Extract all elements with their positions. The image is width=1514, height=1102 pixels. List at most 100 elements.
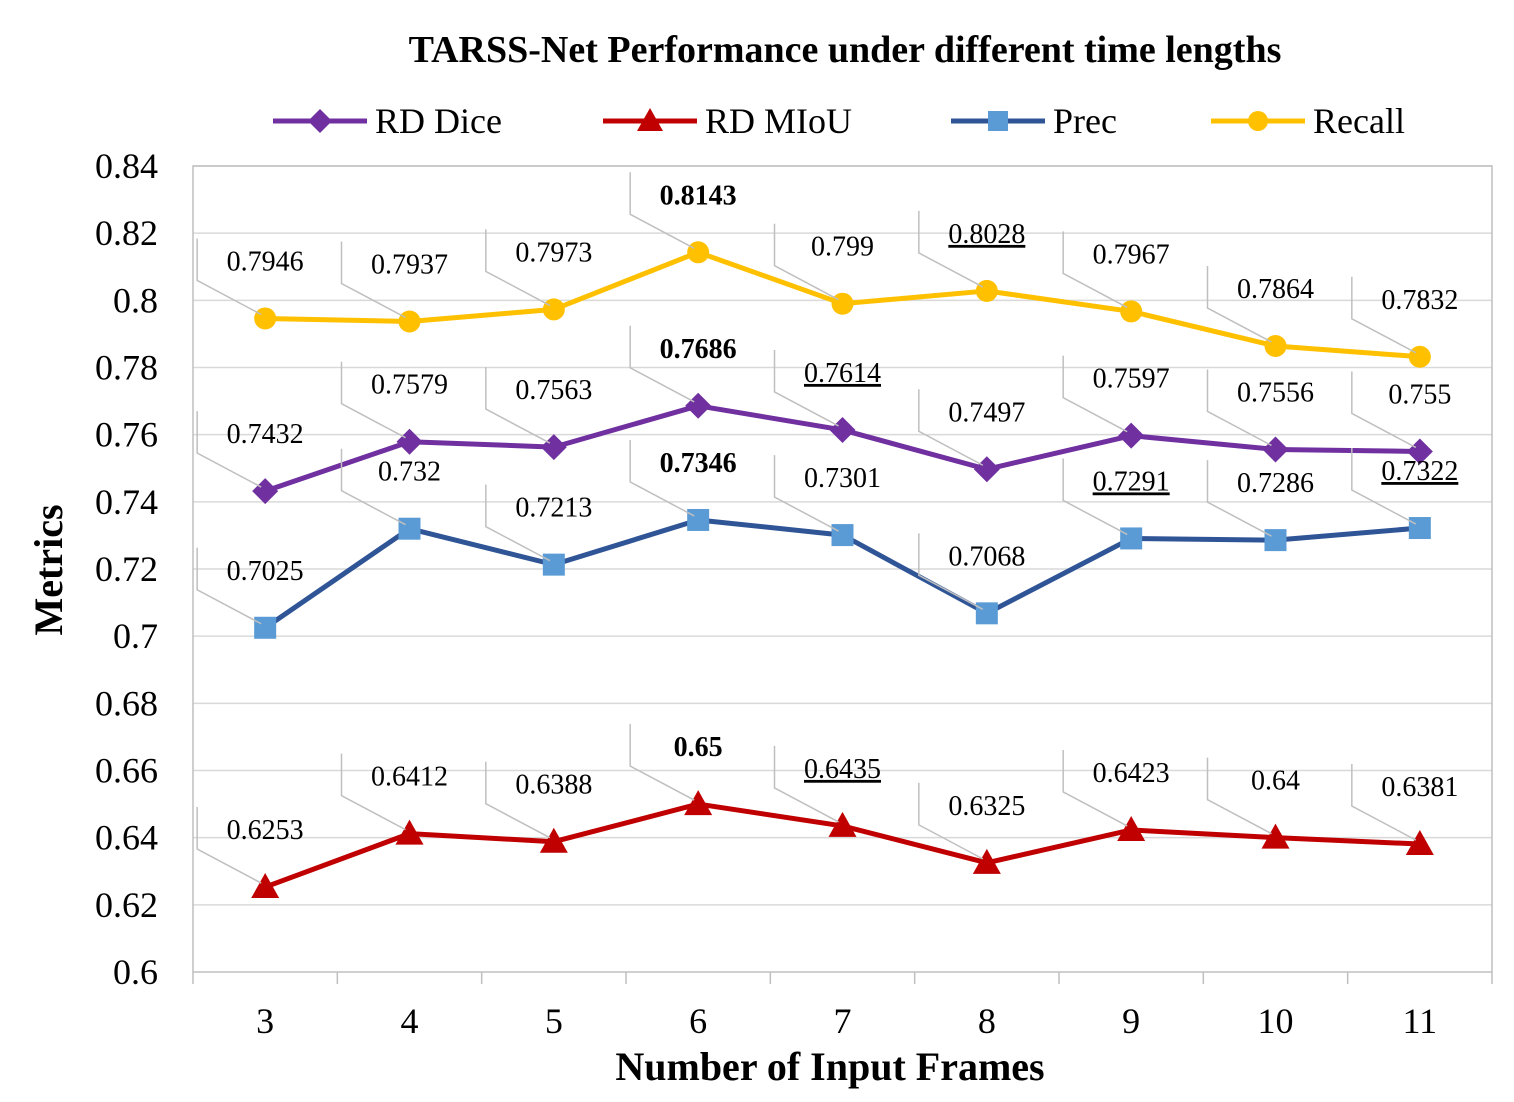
callout-line xyxy=(340,448,406,526)
callout-line xyxy=(340,241,406,319)
data-point-marker xyxy=(542,553,565,576)
callout-line xyxy=(340,361,406,439)
x-tick-label: 5 xyxy=(545,1001,563,1041)
callout-line xyxy=(1351,764,1417,841)
callout-line xyxy=(918,389,984,466)
callout-line xyxy=(1062,749,1128,827)
data-label: 0.7213 xyxy=(515,493,592,524)
callout-line xyxy=(918,533,984,610)
data-point-marker xyxy=(398,310,421,333)
data-label: 0.7597 xyxy=(1093,364,1170,395)
data-point-marker xyxy=(975,279,998,302)
data-label: 0.7614 xyxy=(804,358,881,389)
data-label: 0.6435 xyxy=(804,754,881,785)
x-tick-label: 4 xyxy=(401,1001,419,1041)
data-label: 0.755 xyxy=(1388,379,1451,410)
data-label: 0.8143 xyxy=(660,180,737,211)
callout-line xyxy=(918,782,984,860)
legend-item: Recall xyxy=(1211,101,1405,141)
data-label: 0.8028 xyxy=(948,219,1025,250)
y-tick-label: 0.64 xyxy=(95,818,158,858)
data-label: 0.7025 xyxy=(227,556,304,587)
data-label: 0.799 xyxy=(811,232,874,263)
data-label: 0.7864 xyxy=(1237,274,1314,305)
data-point-marker xyxy=(687,241,710,264)
data-point-marker xyxy=(1264,335,1287,358)
data-point-marker xyxy=(1262,436,1289,463)
x-tick-label: 9 xyxy=(1122,1001,1140,1041)
data-label: 0.7497 xyxy=(948,397,1025,428)
legend-marker xyxy=(988,111,1008,131)
data-point-marker xyxy=(1117,815,1146,841)
y-tick-label: 0.84 xyxy=(95,146,158,186)
callout-line xyxy=(773,455,839,532)
data-point-marker xyxy=(831,292,854,315)
x-tick-label: 6 xyxy=(689,1001,707,1041)
callout-line xyxy=(1206,369,1272,447)
callout-line xyxy=(340,753,406,831)
legend-marker xyxy=(1248,111,1268,131)
data-point-marker xyxy=(829,416,856,443)
callout-line xyxy=(1062,231,1128,309)
data-point-marker xyxy=(251,873,280,899)
callout-line xyxy=(485,367,551,444)
data-label: 0.7556 xyxy=(1237,377,1314,408)
callout-line xyxy=(1206,757,1272,835)
callout-line xyxy=(773,349,839,427)
data-label: 0.7937 xyxy=(371,249,448,280)
y-tick-label: 0.66 xyxy=(95,751,158,791)
callout-line xyxy=(1351,371,1417,449)
legend-label: Prec xyxy=(1053,101,1117,141)
callout-line xyxy=(485,761,551,839)
data-point-marker xyxy=(540,434,567,461)
data-label: 0.64 xyxy=(1251,766,1300,797)
data-label: 0.6388 xyxy=(515,770,592,801)
data-label: 0.7563 xyxy=(515,375,592,406)
data-label: 0.7579 xyxy=(371,370,448,401)
callout-line xyxy=(196,807,262,884)
data-label: 0.6325 xyxy=(948,791,1025,822)
y-tick-label: 0.8 xyxy=(113,280,158,320)
legend-marker xyxy=(308,109,332,133)
data-point-marker xyxy=(1406,438,1433,465)
data-label: 0.6423 xyxy=(1093,758,1170,789)
legend-label: Recall xyxy=(1313,101,1405,141)
y-tick-label: 0.72 xyxy=(95,549,158,589)
data-label: 0.7432 xyxy=(227,419,304,450)
data-label: 0.7286 xyxy=(1237,468,1314,499)
data-point-marker xyxy=(1405,830,1434,856)
y-axis-label: Metrics xyxy=(26,504,71,635)
y-tick-label: 0.82 xyxy=(95,213,158,253)
data-point-marker xyxy=(254,307,277,330)
y-tick-label: 0.68 xyxy=(95,683,158,723)
callout-line xyxy=(1062,458,1128,536)
data-point-marker xyxy=(539,827,568,853)
y-tick-label: 0.76 xyxy=(95,415,158,455)
y-tick-label: 0.78 xyxy=(95,348,158,388)
data-point-marker xyxy=(828,811,857,837)
data-point-marker xyxy=(1408,345,1431,368)
callout-line xyxy=(1351,276,1417,354)
y-tick-label: 0.6 xyxy=(113,952,158,992)
data-label: 0.7686 xyxy=(660,334,737,365)
callout-line xyxy=(485,484,551,562)
data-label: 0.7322 xyxy=(1381,456,1458,487)
callout-line xyxy=(1351,448,1417,525)
x-tick-label: 7 xyxy=(834,1001,852,1041)
callout-line xyxy=(1206,460,1272,537)
data-point-marker xyxy=(973,456,1000,483)
x-tick-label: 11 xyxy=(1402,1001,1437,1041)
data-label: 0.7068 xyxy=(948,541,1025,572)
callout-line xyxy=(773,223,839,301)
data-point-marker xyxy=(1261,823,1290,849)
callout-line xyxy=(196,238,262,316)
legend-item: RD Dice xyxy=(273,101,502,141)
legend-label: RD MIoU xyxy=(705,101,852,141)
legend: RD Dice RD MIoU Prec Recall xyxy=(273,101,1405,141)
callout-line xyxy=(629,172,695,249)
data-label: 0.65 xyxy=(674,732,723,763)
legend-label: RD Dice xyxy=(375,101,502,141)
data-label: 0.7946 xyxy=(227,246,304,277)
